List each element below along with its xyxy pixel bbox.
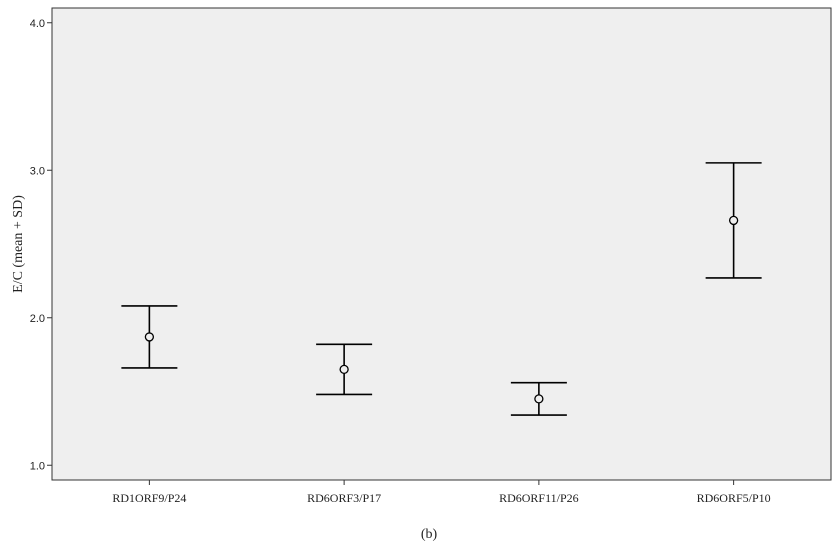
x-tick-label: RD6ORF11/P26 (499, 491, 579, 505)
x-tick-label: RD6ORF3/P17 (307, 491, 381, 505)
y-axis-title: E/C (mean + SD) (11, 195, 26, 293)
y-tick-label: 3.0 (30, 165, 45, 177)
mean-point (144, 332, 155, 342)
x-axis: RD1ORF9/P24 RD6ORF3/P17 RD6ORF11/P26 RD6ORF… (112, 480, 771, 505)
figure-caption: (b) (421, 527, 438, 542)
x-tick-label: RD1ORF9/P24 (112, 491, 186, 505)
y-tick-label: 2.0 (30, 313, 45, 325)
mean-point (534, 394, 544, 404)
y-tick-label: 4.0 (30, 18, 45, 30)
y-axis: 1.0 2.0 3.0 4.0 (30, 18, 52, 472)
mean-point (339, 364, 349, 375)
data-marks (121, 162, 762, 416)
mean-point (728, 215, 739, 226)
x-tick-label: RD6ORF5/P10 (697, 491, 771, 505)
plot-area (51, 7, 832, 481)
y-tick-label: 1.0 (30, 460, 45, 472)
